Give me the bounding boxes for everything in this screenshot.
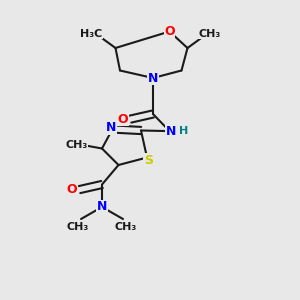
Text: N: N: [97, 200, 107, 214]
Text: S: S: [144, 154, 153, 167]
Text: O: O: [67, 183, 77, 196]
Text: O: O: [164, 25, 175, 38]
Text: N: N: [166, 124, 176, 138]
Text: H₃C: H₃C: [80, 28, 102, 39]
Text: N: N: [106, 121, 116, 134]
Text: CH₃: CH₃: [199, 28, 221, 39]
Text: H: H: [179, 126, 188, 136]
Text: CH₃: CH₃: [67, 221, 89, 232]
Text: CH₃: CH₃: [65, 140, 88, 151]
Text: N: N: [148, 71, 158, 85]
Text: CH₃: CH₃: [115, 221, 137, 232]
Text: O: O: [118, 112, 128, 126]
